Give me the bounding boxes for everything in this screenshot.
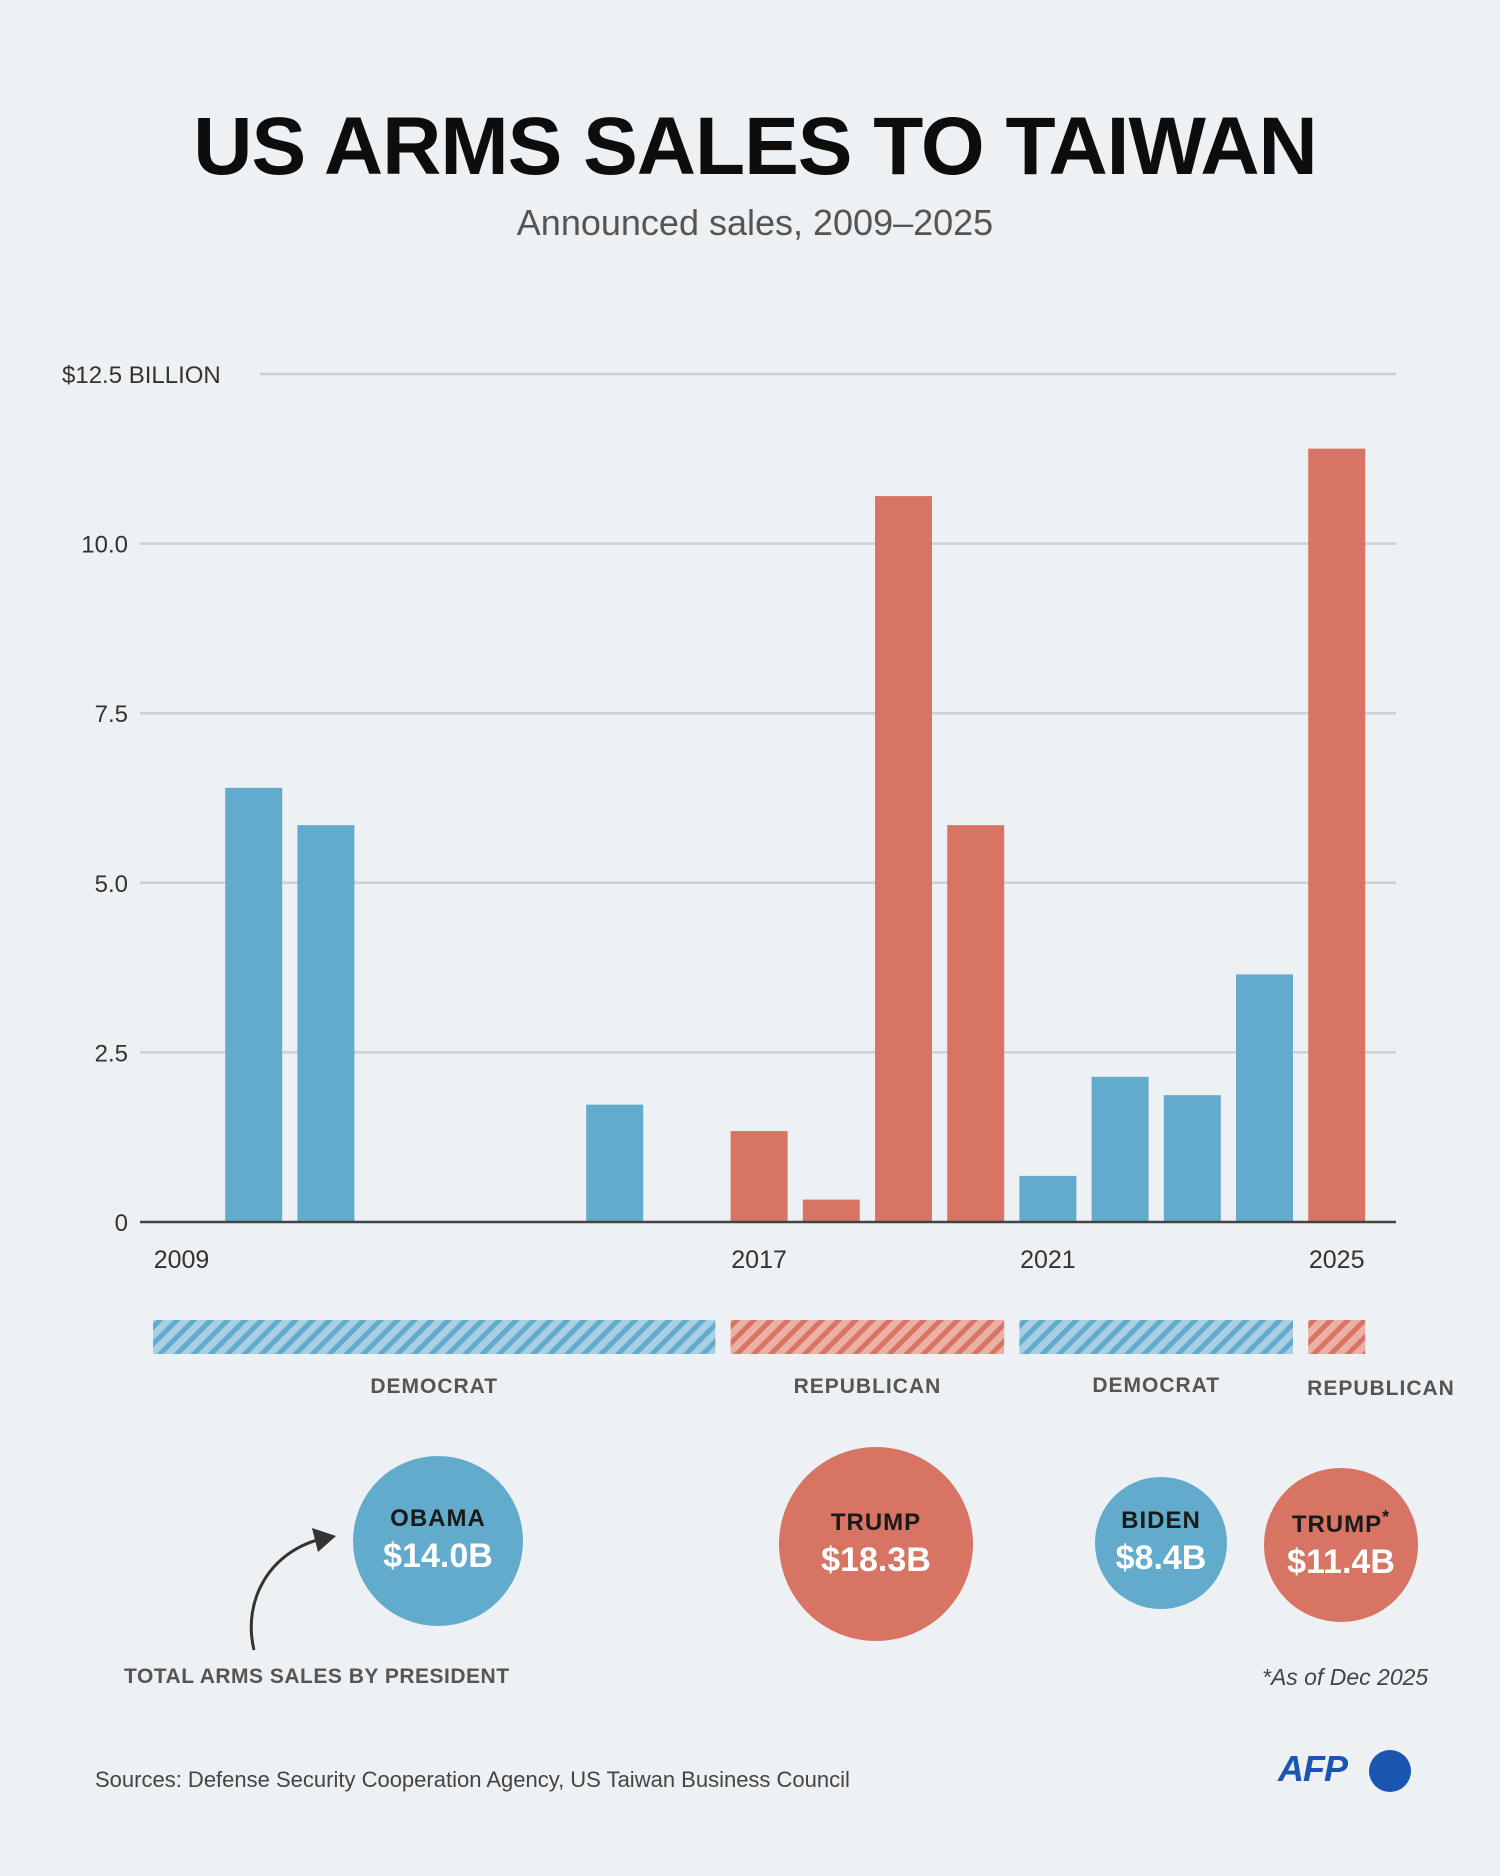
bars <box>225 448 1366 1222</box>
president-name: OBAMA <box>390 1505 486 1533</box>
gridlines: 0 2.5 5.0 7.5 10.0 $12.5 BILLION <box>62 362 1396 1237</box>
bar-2018 <box>802 1199 860 1222</box>
president-bubble-trump: TRUMP $18.3B <box>779 1447 973 1641</box>
president-name: TRUMP* <box>1291 1507 1391 1539</box>
party-label: DEMOCRAT <box>370 1375 498 1398</box>
bar-2021 <box>1019 1175 1077 1222</box>
party-band-republican <box>1308 1320 1366 1354</box>
party-label: DEMOCRAT <box>1092 1374 1220 1397</box>
y-tick-label: 10.0 <box>81 532 128 559</box>
party-bands: DEMOCRAT REPUBLICAN DEMOCRAT REPUBLICAN <box>153 1320 1455 1400</box>
president-total: $14.0B <box>383 1537 493 1576</box>
president-bubble-obama: OBAMA $14.0B <box>353 1456 523 1626</box>
x-tick-label: 2009 <box>154 1246 210 1274</box>
footnote-mark: * <box>1382 1507 1391 1528</box>
chart-subtitle: Announced sales, 2009–2025 <box>516 202 994 243</box>
y-tick-label: 0 <box>115 1210 128 1237</box>
bar-2022 <box>1091 1076 1149 1222</box>
president-name: BIDEN <box>1121 1507 1201 1535</box>
x-tick-label: 2017 <box>731 1246 787 1274</box>
y-tick-label: 5.0 <box>95 871 128 898</box>
party-band-republican <box>730 1320 1005 1354</box>
bar-2020 <box>947 825 1005 1222</box>
president-bubble-biden: BIDEN $8.4B <box>1095 1477 1227 1609</box>
bar-2025 <box>1308 448 1366 1222</box>
bar-chart: 0 2.5 5.0 7.5 10.0 $12.5 BILLION 2009 2017 2021… <box>62 362 1455 1400</box>
x-tick-label: 2021 <box>1020 1246 1076 1274</box>
x-axis: 2009 2017 2021 2025 <box>140 1220 1396 1274</box>
bar-2015 <box>586 1104 644 1222</box>
party-label: REPUBLICAN <box>1307 1377 1455 1400</box>
afp-logo-text: AFP <box>1278 1748 1348 1789</box>
president-total: $11.4B <box>1287 1543 1395 1582</box>
y-tick-label: 2.5 <box>95 1040 128 1067</box>
bar-2011 <box>297 825 355 1222</box>
source-note: Sources: Defense Security Cooperation Ag… <box>95 1767 850 1792</box>
bar-2017 <box>730 1131 788 1222</box>
president-bubble-trump: TRUMP* $11.4B <box>1264 1468 1418 1622</box>
bar-2019 <box>875 496 932 1222</box>
president-total: $8.4B <box>1115 1539 1207 1578</box>
bar-2023 <box>1163 1095 1221 1222</box>
bar-2024 <box>1236 974 1293 1222</box>
arrow-icon <box>249 1528 336 1651</box>
party-band-democrat <box>153 1320 716 1354</box>
party-band-democrat <box>1019 1320 1293 1354</box>
totals-caption: TOTAL ARMS SALES BY PRESIDENT <box>124 1665 510 1688</box>
afp-logo-dot <box>1369 1750 1411 1792</box>
footnote: *As of Dec 2025 <box>1262 1664 1429 1690</box>
afp-logo: AFP <box>1278 1748 1413 1792</box>
party-label: REPUBLICAN <box>794 1375 942 1398</box>
president-name: TRUMP <box>830 1508 922 1536</box>
president-total: $18.3B <box>821 1540 931 1579</box>
y-tick-label: 7.5 <box>95 701 128 728</box>
chart-title: US ARMS SALES TO TAIWAN <box>193 101 1318 192</box>
bar-2010 <box>225 787 283 1222</box>
x-tick-label: 2025 <box>1309 1246 1365 1274</box>
y-tick-label: $12.5 BILLION <box>62 362 221 389</box>
